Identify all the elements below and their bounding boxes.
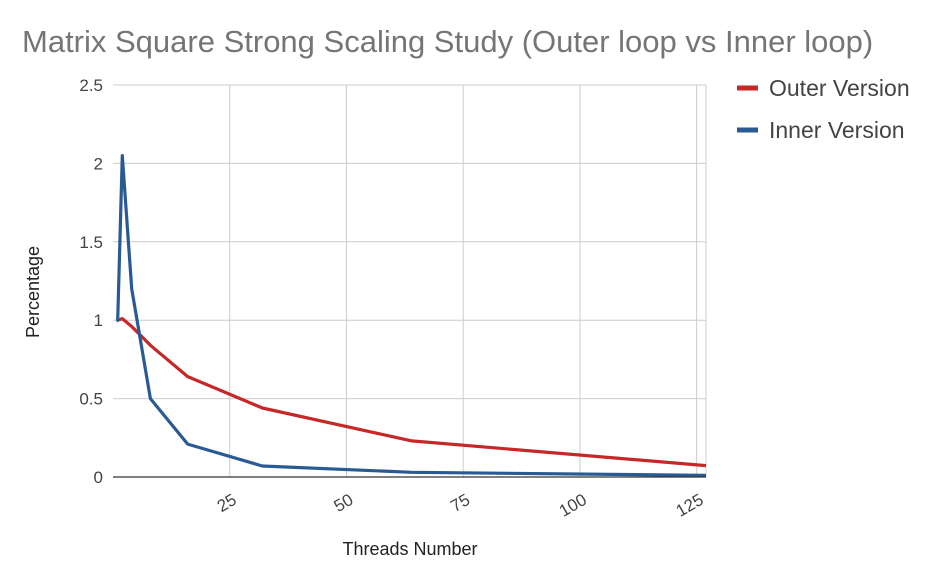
legend: Outer Version Inner Version bbox=[737, 75, 910, 143]
grid bbox=[113, 84, 707, 477]
y-tick-label: 1 bbox=[94, 311, 103, 330]
chart-title: Matrix Square Strong Scaling Study (Oute… bbox=[22, 24, 873, 59]
y-tick-label: 1.5 bbox=[79, 233, 103, 252]
y-tick-label: 0 bbox=[94, 468, 103, 487]
y-tick-label: 2.5 bbox=[79, 76, 103, 95]
x-tick-label: 50 bbox=[331, 490, 357, 516]
y-axis-title: Percentage bbox=[23, 246, 43, 338]
x-tick-label: 25 bbox=[214, 490, 240, 516]
x-tick-label: 100 bbox=[556, 490, 590, 521]
series-line-inner-version bbox=[116, 154, 706, 477]
x-axis-title: Threads Number bbox=[342, 539, 477, 559]
x-tick-label: 75 bbox=[447, 490, 473, 516]
y-tick-label: 0.5 bbox=[79, 390, 103, 409]
x-tick-label: 125 bbox=[673, 490, 707, 521]
axes: 0 0.5 1 1.5 2 2.5 25 50 75 100 125 bbox=[79, 76, 706, 521]
series-lines bbox=[116, 154, 706, 477]
legend-label: Inner Version bbox=[769, 117, 905, 143]
y-tick-label: 2 bbox=[94, 154, 103, 173]
series-line-outer-version bbox=[116, 317, 706, 468]
legend-label: Outer Version bbox=[769, 75, 910, 101]
